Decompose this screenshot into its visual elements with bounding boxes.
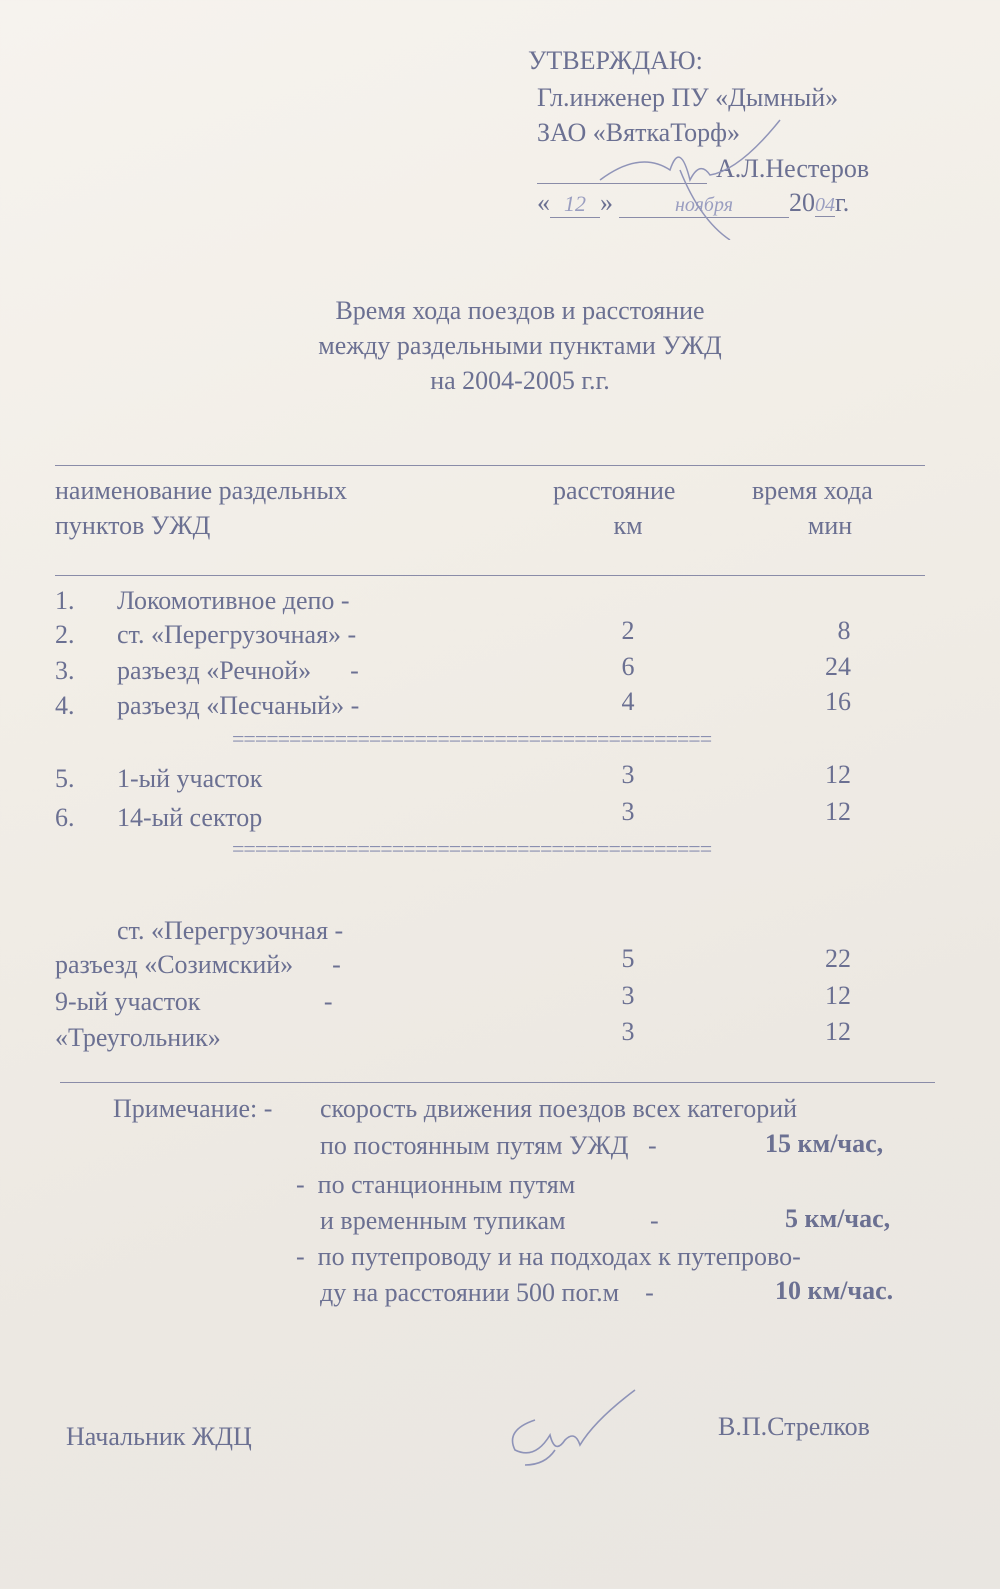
row-name: разъезд «Речной» - [117,656,359,685]
row-name: ст. «Перегрузочная - [117,916,344,945]
row-name: разъезд «Созимский» - [55,950,341,979]
note-line6: ду на расстоянии 500 пог.м - [320,1278,654,1307]
row-distance: 3 [621,1017,635,1046]
row-name: 14-ый сектор [117,803,263,832]
row-distance: 3 [621,760,635,789]
note-line2: по постоянным путям УЖД - [320,1131,657,1160]
chief-signature [511,1389,636,1466]
date-day: 12 [550,191,600,218]
header-distance-1: расстояние [553,476,676,505]
row-number: 2. [55,620,75,649]
note-label: Примечание: - [113,1094,273,1123]
date-month: ноября [619,194,789,218]
note-line4: и временным тупикам - [320,1206,659,1235]
header-bottom-rule [55,575,925,576]
row-time: 16 [825,687,851,716]
row-name: Локомотивное депо - [117,586,350,615]
date-year-end: г. [835,188,850,217]
title-line3: на 2004-2005 г.г. [430,366,610,395]
note-line3: - по станционным путям [296,1170,576,1199]
row-number: 5. [55,764,75,793]
footer-name: В.П.Стрелков [718,1412,870,1441]
row-name: 1-ый участок [117,764,263,793]
row-time: 22 [825,944,851,973]
row-name: 9-ый участок - [55,987,333,1016]
title-line1: Время хода поездов и расстояние [335,296,705,325]
table-top-rule [55,465,925,466]
approval-date: «12» ноября 2004г. [537,188,849,218]
signature-line [537,183,707,184]
note-line1: скорость движения поездов всех категорий [320,1094,798,1123]
speed-overpass: 10 км/час. [775,1276,894,1305]
separator-1: ========================================… [232,726,712,751]
speed-permanent: 15 км/час, [765,1129,884,1158]
row-time: 8 [837,616,851,645]
row-time: 12 [825,797,851,826]
speed-station: 5 км/час, [785,1204,891,1233]
row-name: разъезд «Песчаный» - [117,691,360,720]
row-time: 12 [825,1017,851,1046]
row-time: 12 [825,981,851,1010]
header-time-2: мин [807,511,853,540]
row-number: 3. [55,656,75,685]
approval-heading: УТВЕРЖДАЮ: [528,46,703,75]
header-name-2: пунктов УЖД [55,511,211,540]
row-distance: 3 [621,797,635,826]
footer-position: Начальник ЖДЦ [66,1422,252,1451]
header-distance-2: км [613,511,643,540]
row-distance: 3 [621,981,635,1010]
separator-2: ========================================… [232,836,712,861]
table-bottom-rule [60,1082,935,1083]
row-distance: 5 [621,944,635,973]
note-line5: - по путепроводу и на подходах к путепро… [296,1242,801,1271]
row-number: 1. [55,586,75,615]
row-distance: 4 [621,687,635,716]
row-number: 4. [55,691,75,720]
title-line2: между раздельными пунктами УЖД [318,331,722,360]
row-number: 6. [55,803,75,832]
row-time: 24 [825,652,851,681]
approval-position: Гл.инженер ПУ «Дымный» [537,83,839,112]
row-distance: 6 [621,652,635,681]
header-name-1: наименование раздельных [55,476,347,505]
approver-signature [599,119,781,240]
row-time: 12 [825,760,851,789]
row-name: ст. «Перегрузочная» - [117,620,357,649]
approval-company: ЗАО «ВяткаТорф» [537,118,740,147]
date-close: » [600,188,613,217]
row-distance: 2 [621,616,635,645]
row-name: «Треугольник» [55,1023,221,1052]
date-year-suffix: 04 [815,194,835,217]
date-open: « [537,188,550,217]
date-year-prefix: 20 [789,188,815,217]
header-time-1: время хода [752,476,873,505]
